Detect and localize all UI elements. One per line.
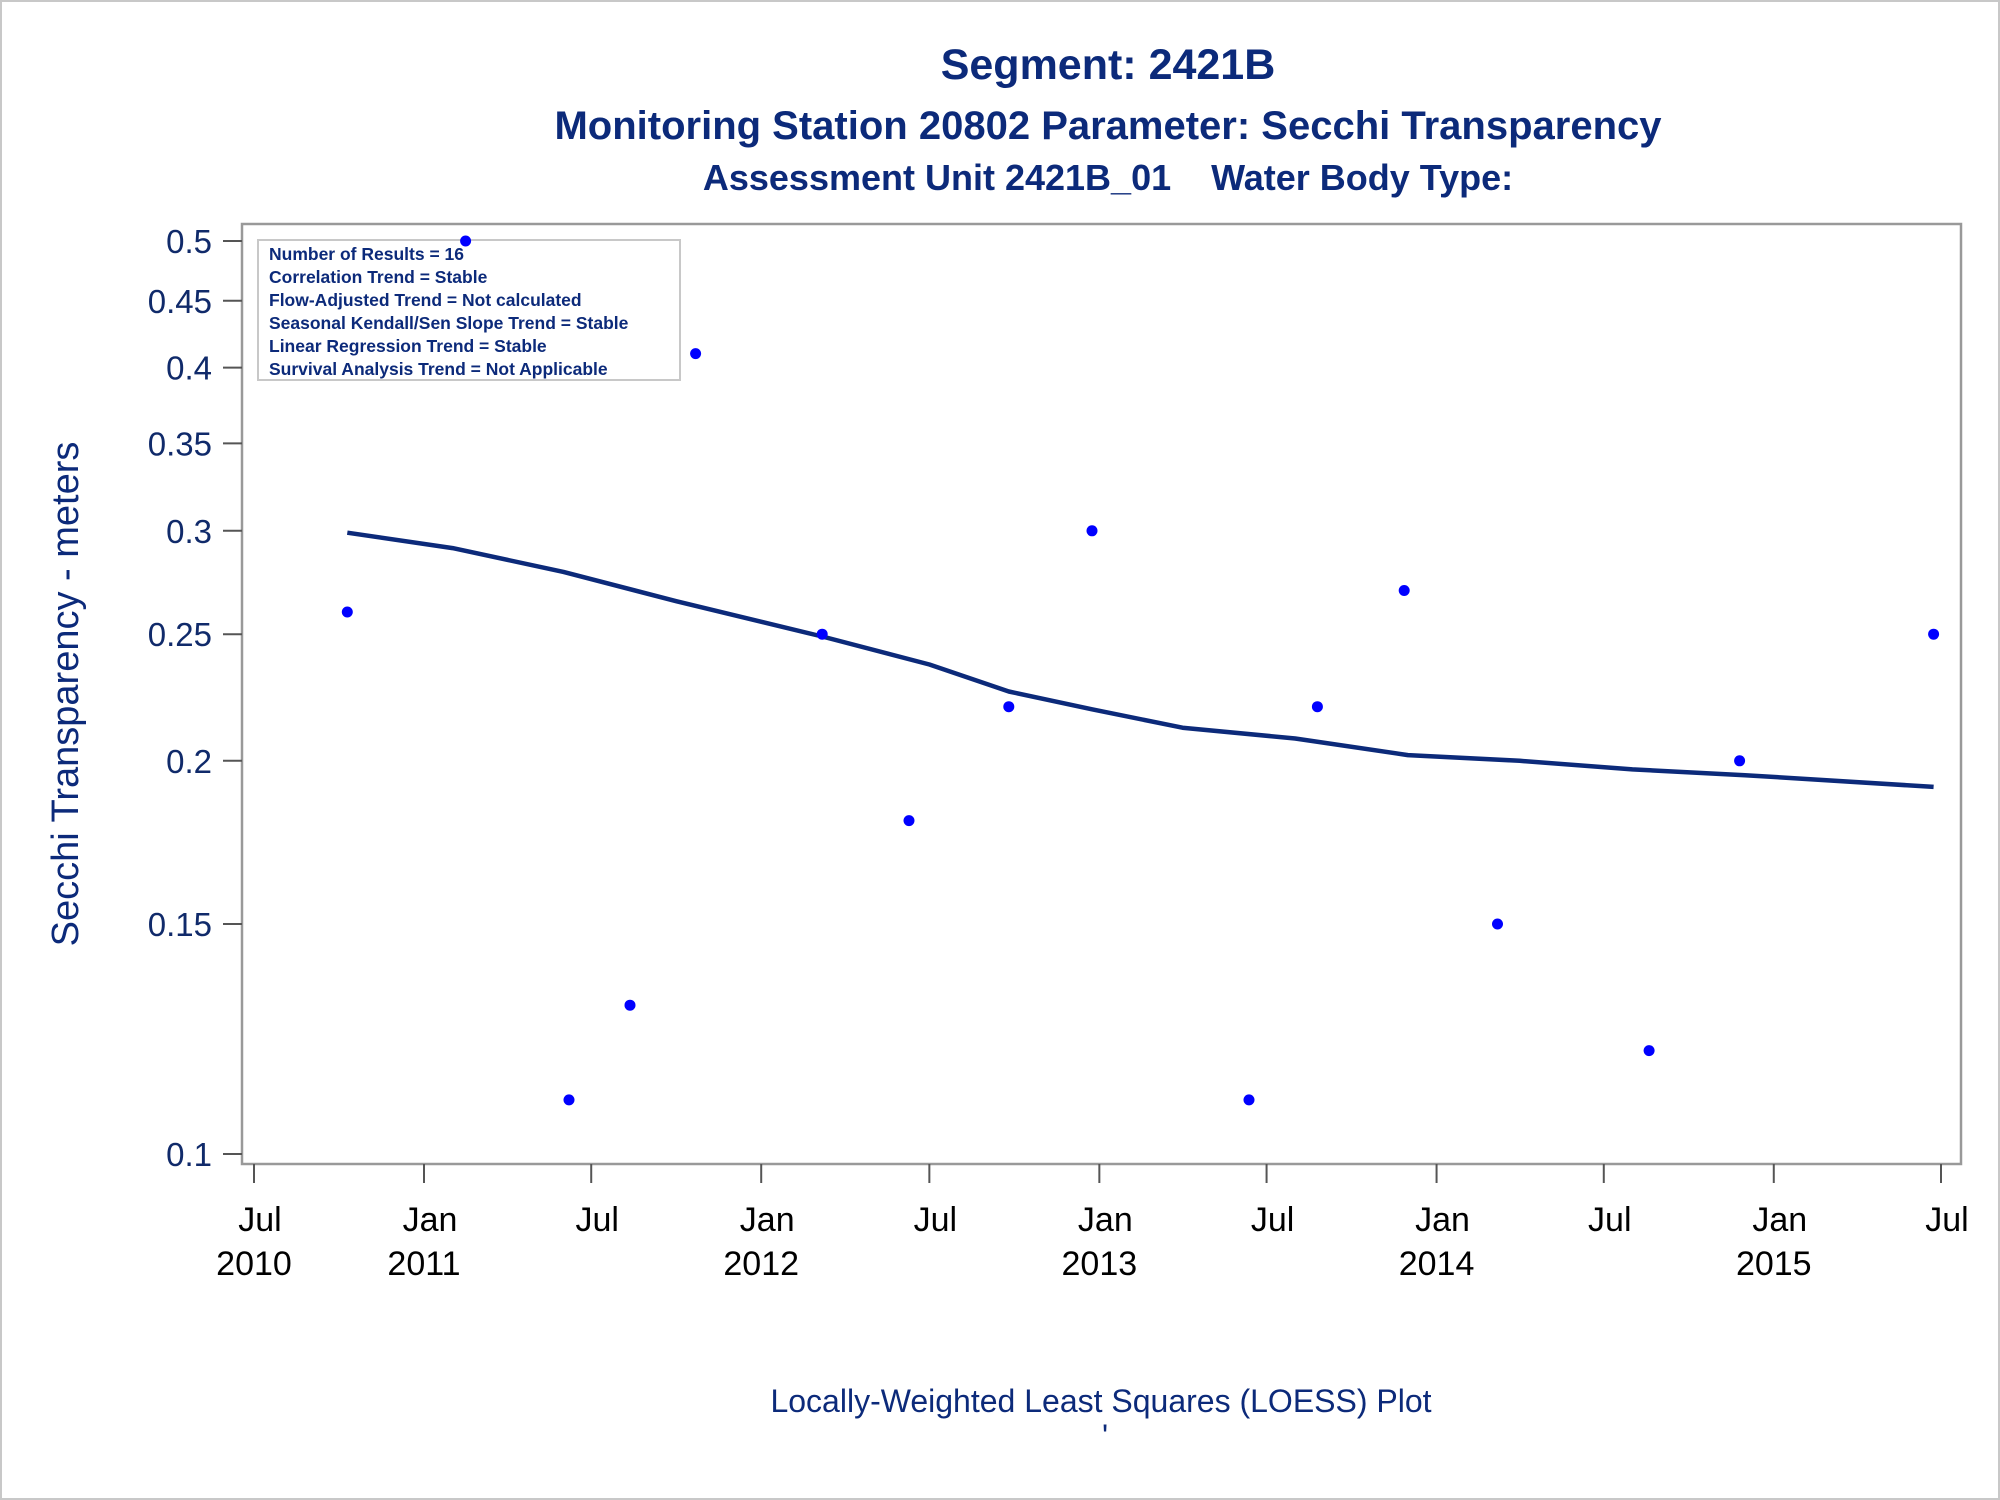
y-axis-title: Secchi Transparency - meters [45,442,87,947]
x-tick-label-month: Jul [914,1201,957,1239]
x-tick-label-month: Jan [740,1201,795,1239]
summary-line-flow-adjusted: Flow-Adjusted Trend = Not calculated [269,290,582,310]
loess-curve-layer [346,530,1934,790]
trend-summary-border [257,239,681,381]
data-point [624,999,636,1011]
trend-summary-box: Number of Results = 16 Correlation Trend… [257,239,681,381]
y-axis: 0.1 0.15 0.2 0.25 0.3 0.35 0.4 0.45 0.5 [148,223,242,1173]
footnote-mark: ' [1102,1418,1108,1454]
data-point [1003,701,1015,713]
x-tick-label-month: Jul [238,1201,281,1239]
x-tick-label-month: Jul [1925,1201,1968,1239]
y-tick-label: 0.35 [148,425,212,462]
data-point [563,1094,575,1106]
y-tick-label: 0.3 [166,513,212,550]
data-points-layer [341,235,1940,1106]
summary-line-linear-regression: Linear Regression Trend = Stable [269,336,547,356]
data-point [1398,585,1410,596]
chart-subtitle-2: Assessment Unit 2421B_01 Water Body Type… [703,157,1513,198]
summary-line-correlation: Correlation Trend = Stable [269,267,488,287]
data-point [341,606,353,618]
x-tick-label-month: Jan [1078,1201,1133,1239]
plot-area-frame [240,222,1963,1166]
y-tick-label: 0.1 [166,1136,212,1173]
footnote: Locally-Weighted Least Squares (LOESS) P… [770,1383,1431,1419]
data-point [1734,755,1746,767]
x-tick-label-year: 2013 [1062,1245,1138,1283]
y-tick-label: 0.5 [166,223,212,260]
x-tick-label-month: Jul [1588,1201,1631,1239]
x-tick-label-month: Jul [575,1201,618,1239]
summary-line-survival: Survival Analysis Trend = Not Applicable [269,359,608,379]
summary-line-seasonal-kendall: Seasonal Kendall/Sen Slope Trend = Stabl… [269,313,629,333]
data-point [1311,701,1323,713]
x-tick-label-year: 2012 [723,1245,799,1283]
x-tick-label-year: 2015 [1736,1245,1812,1283]
x-tick-label-month: Jan [1415,1201,1470,1239]
data-point [1928,628,1940,640]
x-tick-label-month: Jan [403,1201,458,1239]
loess-curve [346,530,1934,790]
summary-line-results: Number of Results = 16 [269,244,464,264]
data-point [816,628,828,640]
x-axis: Jul 2010 Jan 2011 Jul Jan 2012 Jul Jan 2013 Jul Jan… [216,1164,1969,1283]
chart-title: Segment: 2421B [941,41,1276,89]
y-tick-label: 0.25 [148,616,212,653]
data-point [903,815,915,827]
x-tick-label-year: 2011 [387,1245,460,1283]
x-tick-label-month: Jan [1752,1201,1807,1239]
x-tick-label-year: 2010 [216,1245,292,1283]
y-tick-label: 0.45 [148,283,212,320]
y-tick-label: 0.2 [166,743,212,780]
chart-subtitle: Monitoring Station 20802 Parameter: Secc… [554,104,1662,148]
data-point [690,348,702,360]
x-tick-label-year: 2014 [1399,1245,1475,1283]
data-point [460,235,472,247]
data-point [1492,918,1503,930]
data-point [1643,1045,1655,1057]
y-tick-label: 0.4 [166,350,212,387]
data-point [1243,1094,1255,1106]
y-tick-label: 0.15 [148,906,212,943]
data-point [1086,525,1098,537]
x-tick-label-month: Jul [1251,1201,1294,1239]
